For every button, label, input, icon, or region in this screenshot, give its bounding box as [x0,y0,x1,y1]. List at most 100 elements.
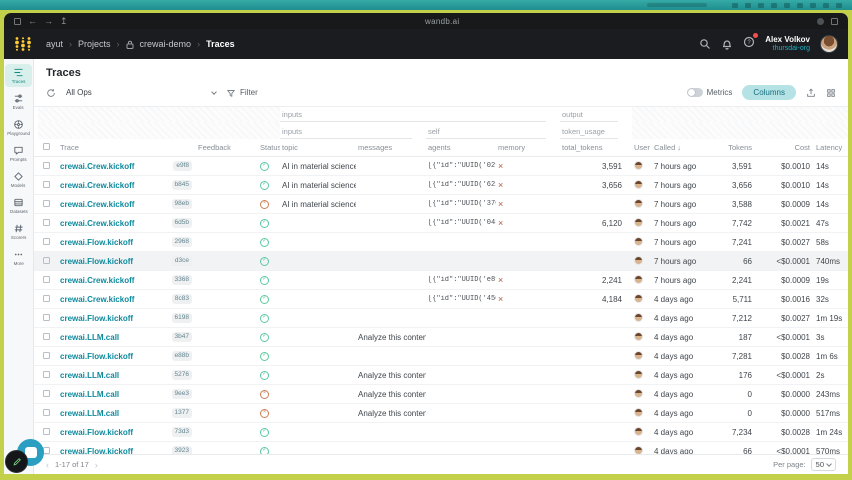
trace-id-chip: 5276 [171,370,192,380]
row-checkbox[interactable] [43,294,50,302]
col-total-tokens[interactable]: total_tokens [562,143,603,152]
forward-icon[interactable]: → [44,15,53,26]
row-checkbox[interactable] [43,275,50,283]
row-checkbox[interactable] [43,351,50,359]
window-controls-icon[interactable] [831,17,838,25]
grid-settings-icon[interactable] [826,88,836,98]
metrics-toggle[interactable]: Metrics [686,88,732,97]
sidebar-item-traces[interactable]: Traces [5,64,32,87]
row-checkbox[interactable] [43,408,50,416]
col-feedback[interactable]: Feedback [198,143,231,152]
row-checkbox[interactable] [43,218,50,226]
row-checkbox[interactable] [43,389,50,397]
row-checkbox[interactable] [43,180,50,188]
per-page-select[interactable]: 50 [810,458,836,471]
row-checkbox[interactable] [43,161,50,169]
profile-chip-icon[interactable] [817,17,824,25]
trace-op-link[interactable]: crewai.Flow.kickoff [60,313,134,323]
row-checkbox[interactable] [43,370,50,378]
user-block[interactable]: Alex Volkov thursdai-org [765,35,810,52]
table-row[interactable]: crewai.Crew.kickoff b845 ✓ AI in materia… [34,176,848,195]
breadcrumb-project[interactable]: crewai-demo [139,39,192,49]
row-checkbox[interactable] [43,256,50,264]
sidebar-item-more[interactable]: More [5,246,32,269]
trace-op-link[interactable]: crewai.LLM.call [60,332,120,342]
col-messages[interactable]: messages [358,143,393,152]
table-row[interactable]: crewai.Crew.kickoff 98eb × AI in materia… [34,195,848,214]
trace-op-link[interactable]: crewai.LLM.call [60,389,120,399]
table-row[interactable]: crewai.Crew.kickoff 3368 ✓ [{"id":"UUID(… [34,271,848,290]
breadcrumb-page[interactable]: Traces [206,39,235,49]
sidebar-item-models[interactable]: Models [5,168,32,191]
table-row[interactable]: crewai.Flow.kickoff d3ce ✓ 7 hours ago 6… [34,252,848,271]
table-row[interactable]: crewai.Crew.kickoff 6d5b ✓ [{"id":"UUID(… [34,214,848,233]
sidebar-item-prompts[interactable]: Prompts [5,142,32,165]
back-icon[interactable]: ← [28,15,37,26]
table-row[interactable]: crewai.Flow.kickoff 6198 ✓ 4 days ago 7,… [34,309,848,328]
table-row[interactable]: crewai.LLM.call 5276 ✓ Analyze this cont… [34,366,848,385]
select-all-checkbox[interactable] [43,143,50,150]
breadcrumb-projects[interactable]: Projects [78,39,111,49]
trace-op-link[interactable]: crewai.Crew.kickoff [60,294,135,304]
col-latency[interactable]: Latency [816,143,843,152]
table-row[interactable]: crewai.Flow.kickoff 2968 ✓ 7 hours ago 7… [34,233,848,252]
bell-icon[interactable] [721,38,733,50]
trace-op-link[interactable]: crewai.Crew.kickoff [60,218,135,228]
row-checkbox[interactable] [43,237,50,245]
row-checkbox[interactable] [43,427,50,435]
table-row[interactable]: crewai.Flow.kickoff e88b ✓ 4 days ago 7,… [34,347,848,366]
table-row[interactable]: crewai.Flow.kickoff 3923 ✓ 4 days ago 66… [34,442,848,454]
col-memory[interactable]: memory [498,143,526,152]
trace-op-link[interactable]: crewai.LLM.call [60,408,120,418]
col-called[interactable]: Called ↓ [654,143,682,152]
table-row[interactable]: crewai.Crew.kickoff e9f8 ✓ AI in materia… [34,157,848,176]
trace-op-link[interactable]: crewai.Crew.kickoff [60,275,135,285]
trace-op-link[interactable]: crewai.Flow.kickoff [60,237,134,247]
table-row[interactable]: crewai.LLM.call 1377 × Analyze this cont… [34,404,848,423]
search-icon[interactable] [699,38,711,50]
trace-op-link[interactable]: crewai.Crew.kickoff [60,180,135,190]
row-checkbox[interactable] [43,446,50,454]
trace-op-link[interactable]: crewai.Flow.kickoff [60,427,134,437]
col-tokens[interactable]: Tokens [728,143,752,152]
trace-op-link[interactable]: crewai.Crew.kickoff [60,161,135,171]
chevron-down-icon [826,460,832,467]
tab-overview-icon[interactable] [14,17,21,25]
export-icon[interactable] [806,88,816,98]
wandb-logo[interactable] [14,36,32,52]
table-row[interactable]: crewai.LLM.call 9ee3 × Analyze this cont… [34,385,848,404]
trace-op-link[interactable]: crewai.Flow.kickoff [60,351,134,361]
col-status[interactable]: Status [260,143,280,152]
filter-button[interactable]: Filter [226,88,258,98]
refresh-icon[interactable] [46,88,56,98]
col-agents[interactable]: agents [428,143,451,152]
trace-op-link[interactable]: crewai.Flow.kickoff [60,446,134,455]
next-page-icon[interactable]: › [94,459,98,470]
row-checkbox[interactable] [43,199,50,207]
col-user[interactable]: User [634,143,650,152]
table-row[interactable]: crewai.Flow.kickoff 73d3 ✓ 4 days ago 7,… [34,423,848,442]
sidebar-item-evals[interactable]: Evals [5,90,32,113]
sidebar-item-datasets[interactable]: Datasets [5,194,32,217]
trace-op-link[interactable]: crewai.Crew.kickoff [60,199,135,209]
table-row[interactable]: crewai.LLM.call 3b47 ✓ Analyze this cont… [34,328,848,347]
ops-selector[interactable]: All Ops [66,88,217,97]
row-checkbox[interactable] [43,313,50,321]
latency-cell: 47s [816,218,829,228]
share-icon[interactable]: ↥ [60,15,68,26]
sidebar-item-scorers[interactable]: Scorers [5,220,32,243]
trace-op-link[interactable]: crewai.Flow.kickoff [60,256,134,266]
table-row[interactable]: crewai.Crew.kickoff 8c83 ✓ [{"id":"UUID(… [34,290,848,309]
col-trace[interactable]: Trace [60,143,79,152]
avatar[interactable] [820,35,838,53]
col-cost[interactable]: Cost [794,143,810,152]
trace-op-link[interactable]: crewai.LLM.call [60,370,120,380]
columns-button[interactable]: Columns [742,85,796,100]
breadcrumb-entity[interactable]: ayut [46,39,64,49]
url-bar[interactable]: wandb.ai [425,16,460,26]
prev-page-icon[interactable]: ‹ [46,459,49,470]
row-checkbox[interactable] [43,332,50,340]
sidebar-item-playground[interactable]: Playground [5,116,32,139]
col-topic[interactable]: topic [282,143,298,152]
help-button[interactable]: ? [743,33,759,53]
